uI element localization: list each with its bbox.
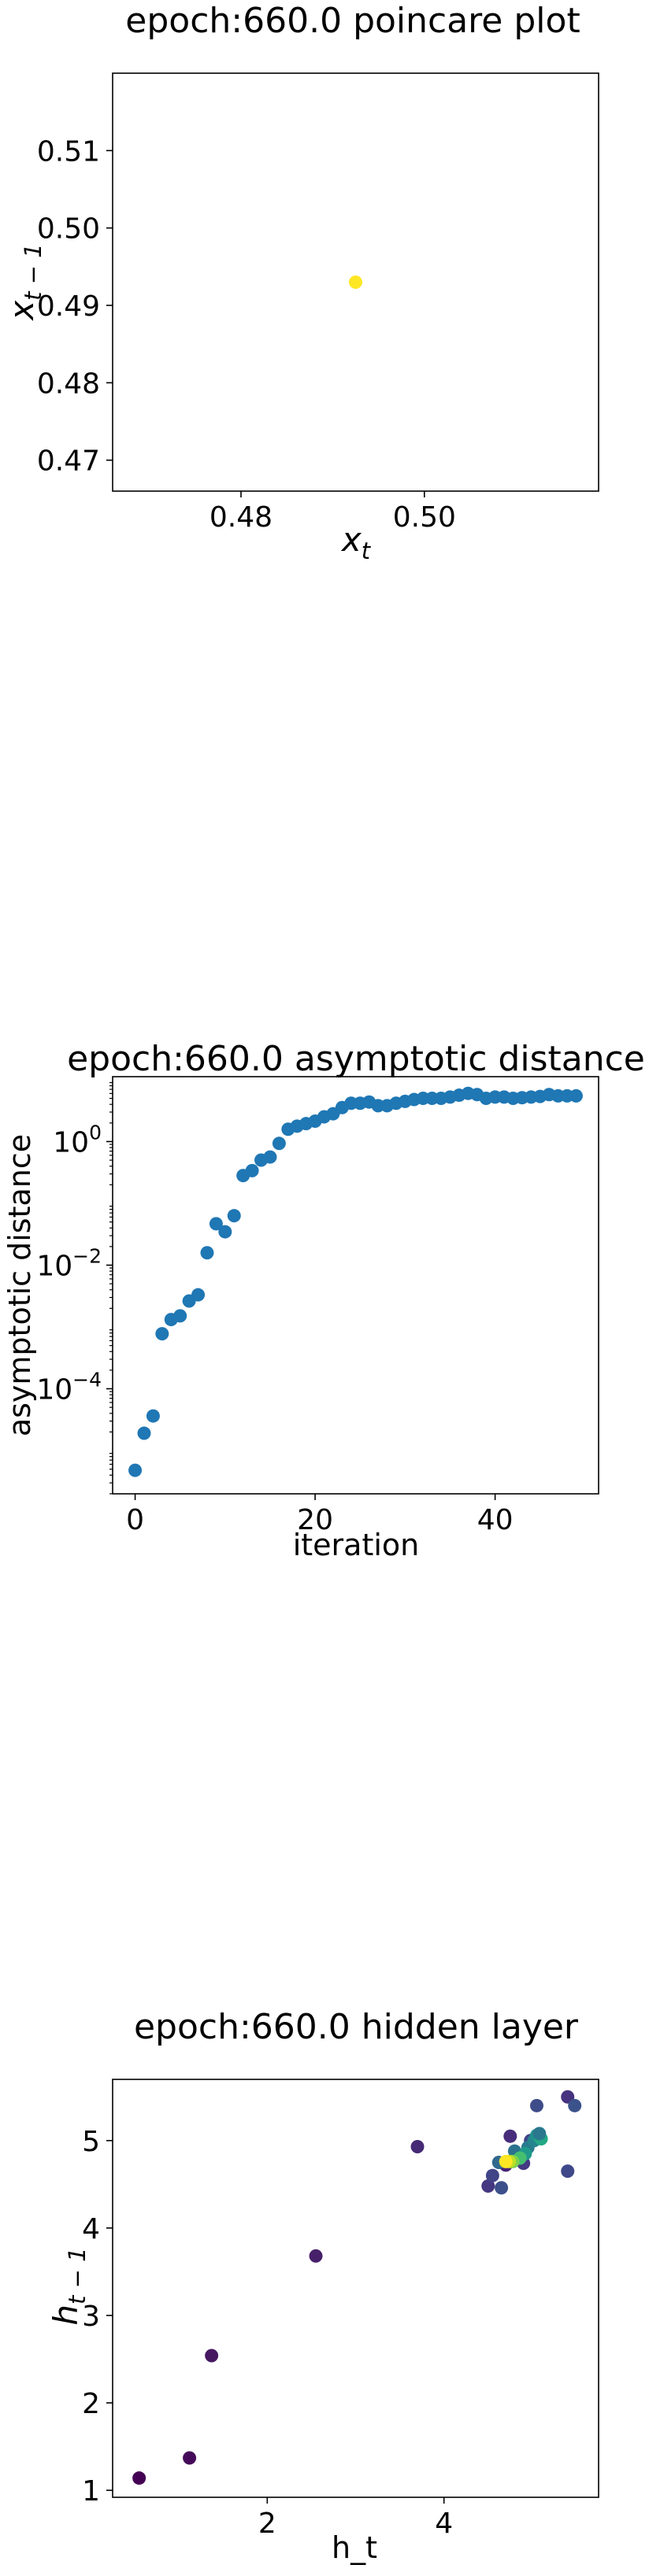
data-point bbox=[173, 1309, 187, 1323]
poincare-chart: epoch:660.0 poincare plot 0.48 0.50 0.470… bbox=[2, 1, 599, 564]
y-axis-label: xt − 1 bbox=[2, 243, 46, 321]
data-points bbox=[349, 275, 362, 289]
data-point bbox=[532, 2127, 547, 2141]
y-tick-label: 0.47 bbox=[37, 445, 100, 478]
data-point bbox=[569, 1088, 583, 1103]
data-point bbox=[146, 1409, 160, 1423]
y-tick-label: 4 bbox=[82, 2213, 100, 2245]
chart-title: epoch:660.0 asymptotic distance bbox=[67, 1039, 645, 1079]
data-point bbox=[227, 1209, 241, 1223]
x-tick-label: 0.50 bbox=[393, 501, 456, 534]
data-point bbox=[272, 1136, 286, 1151]
data-point bbox=[218, 1225, 232, 1239]
y-axis-label: ht − 1 bbox=[46, 2247, 91, 2325]
data-point bbox=[183, 2451, 197, 2465]
y-tick-label: 1 bbox=[82, 2475, 100, 2508]
x-tick-label: 4 bbox=[435, 2508, 453, 2540]
plot-frame bbox=[112, 2079, 599, 2498]
data-point bbox=[263, 1150, 277, 1164]
data-point bbox=[200, 1246, 214, 1260]
data-point bbox=[132, 2471, 146, 2485]
data-point bbox=[128, 1463, 143, 1477]
data-point bbox=[561, 2164, 575, 2179]
y-tick-label: 0.50 bbox=[37, 213, 100, 246]
data-point bbox=[529, 2098, 543, 2112]
y-tick-label: 5 bbox=[82, 2126, 100, 2158]
y-tick-label: 100 bbox=[53, 1121, 102, 1159]
data-points bbox=[128, 1086, 583, 1477]
data-point bbox=[568, 2098, 582, 2112]
x-tick-label: 2 bbox=[258, 2508, 276, 2540]
chart-title: epoch:660.0 hidden layer bbox=[134, 2007, 579, 2047]
data-point bbox=[349, 275, 362, 289]
y-tick-label: 10−4 bbox=[36, 1369, 102, 1406]
x-ticks: 0.48 0.50 bbox=[210, 491, 456, 534]
data-point bbox=[155, 1327, 169, 1341]
data-point bbox=[499, 2154, 513, 2168]
y-axis-label: asymptotic distance bbox=[2, 1134, 37, 1436]
data-point bbox=[191, 1288, 206, 1302]
data-point bbox=[485, 2168, 499, 2182]
y-ticks: 1 2 3 4 5 bbox=[82, 2126, 113, 2508]
data-points bbox=[132, 2090, 582, 2485]
data-point bbox=[495, 2181, 509, 2195]
chart-title: epoch:660.0 poincare plot bbox=[125, 1, 580, 41]
y-tick-label: 10−2 bbox=[36, 1244, 102, 1282]
data-point bbox=[245, 1163, 259, 1177]
data-point bbox=[309, 2249, 323, 2263]
x-ticks: 0 20 40 bbox=[126, 1494, 514, 1536]
x-tick-label: 0 bbox=[126, 1504, 144, 1536]
y-tick-label: 0.48 bbox=[37, 368, 100, 400]
x-tick-label: 0.48 bbox=[210, 501, 273, 534]
data-point bbox=[481, 2179, 495, 2193]
data-point bbox=[209, 1217, 223, 1231]
plot-frame bbox=[112, 72, 599, 492]
y-ticks: 100 10−2 10−4 bbox=[36, 1081, 113, 1495]
data-point bbox=[503, 2129, 517, 2143]
x-tick-label: 40 bbox=[477, 1504, 514, 1536]
y-tick-label: 3 bbox=[82, 2301, 100, 2333]
x-tick-label: 20 bbox=[297, 1504, 333, 1536]
data-point bbox=[410, 2140, 425, 2154]
x-axis-label: xt bbox=[340, 520, 372, 564]
x-axis-label: iteration bbox=[293, 1528, 420, 1562]
asymptotic-distance-chart: epoch:660.0 asymptotic distance 0 20 40 10… bbox=[2, 1039, 645, 1562]
y-tick-label: 0.51 bbox=[37, 135, 100, 168]
y-tick-label: 0.49 bbox=[37, 290, 100, 323]
y-ticks: 0.47 0.48 0.49 0.50 0.51 bbox=[37, 135, 113, 478]
data-point bbox=[137, 1426, 151, 1440]
x-axis-label: h_t bbox=[332, 2530, 377, 2565]
data-point bbox=[205, 2349, 219, 2363]
plot-frame bbox=[112, 1076, 599, 1495]
y-tick-label: 2 bbox=[82, 2388, 100, 2420]
